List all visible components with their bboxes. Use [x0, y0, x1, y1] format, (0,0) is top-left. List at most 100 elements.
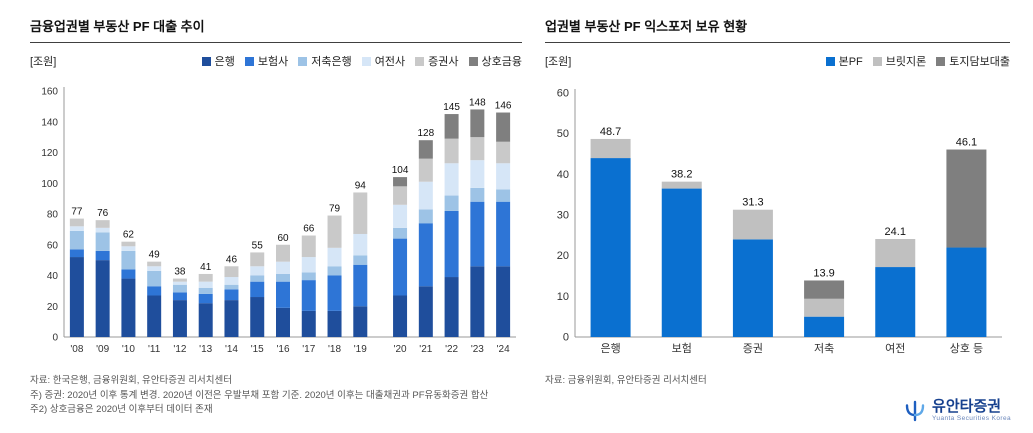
svg-text:'24: '24	[497, 344, 510, 355]
svg-text:62: 62	[123, 230, 135, 241]
legend-label: 브릿지론	[885, 56, 927, 68]
svg-text:증권: 증권	[743, 342, 763, 355]
yuanta-logo-subtext: Yuanta Securities Korea	[932, 415, 1011, 423]
right-chart-header: [조원] 본PF 브릿지론 토지담보대출	[545, 51, 1010, 71]
legend-swatch	[415, 56, 425, 66]
right-chart-legend: 본PF 브릿지론 토지담보대출	[825, 53, 1010, 69]
svg-text:은행: 은행	[600, 342, 620, 355]
svg-text:66: 66	[303, 224, 315, 235]
right-unit-label: [조원]	[545, 56, 572, 68]
legend-item: 은행	[201, 53, 235, 69]
svg-text:0: 0	[52, 333, 58, 344]
svg-text:'12: '12	[173, 344, 186, 355]
title-divider	[545, 42, 1010, 43]
svg-text:50: 50	[557, 128, 569, 140]
source-note: 자료: 금융위원회, 유안타증권 리서치센터	[545, 375, 707, 386]
svg-text:'16: '16	[276, 344, 289, 355]
svg-text:100: 100	[41, 179, 58, 190]
legend-item: 보험사	[244, 53, 289, 69]
legend-label: 토지담보대출	[949, 56, 1010, 68]
svg-text:160: 160	[41, 87, 58, 98]
svg-text:55: 55	[252, 240, 264, 251]
svg-text:24.1: 24.1	[885, 226, 906, 238]
legend-swatch	[872, 56, 882, 66]
svg-text:여전: 여전	[885, 342, 905, 355]
svg-text:'22: '22	[445, 344, 458, 355]
svg-text:60: 60	[277, 233, 289, 244]
legend-swatch	[468, 56, 478, 66]
svg-text:30: 30	[557, 210, 569, 222]
footnote-1: 주) 증권: 2020년 이후 통계 변경. 2020년 이전은 우발부채 포함…	[30, 389, 489, 401]
legend-label: 여전사	[374, 56, 406, 68]
legend-label: 상호금융	[481, 56, 522, 68]
left-footnotes: 자료: 한국은행, 금융위원회, 유안타증권 리서치센터 주) 증권: 2020…	[30, 374, 522, 418]
legend-item: 저축은행	[298, 53, 352, 69]
svg-text:76: 76	[97, 208, 109, 219]
svg-text:'21: '21	[419, 344, 432, 355]
svg-text:'20: '20	[394, 344, 407, 355]
svg-text:46: 46	[226, 254, 238, 265]
svg-text:상호 등: 상호 등	[950, 342, 983, 355]
svg-text:38: 38	[174, 267, 186, 278]
legend-item: 여전사	[361, 53, 406, 69]
svg-text:'14: '14	[225, 344, 238, 355]
svg-text:94: 94	[355, 180, 367, 191]
svg-text:140: 140	[41, 117, 58, 128]
legend-swatch	[361, 56, 371, 66]
svg-text:146: 146	[495, 101, 512, 112]
yuanta-logo-icon	[905, 400, 925, 422]
svg-text:46.1: 46.1	[956, 137, 977, 149]
legend-swatch	[244, 56, 254, 66]
svg-text:60: 60	[47, 240, 59, 251]
legend-item: 토지담보대출	[936, 53, 1010, 69]
legend-item: 본PF	[825, 53, 863, 69]
svg-text:'23: '23	[471, 344, 484, 355]
legend-label: 저축은행	[311, 56, 352, 68]
svg-text:120: 120	[41, 148, 58, 159]
svg-text:60: 60	[557, 88, 569, 100]
right-footnotes: 자료: 금융위원회, 유안타증권 리서치센터	[545, 374, 1010, 389]
svg-text:31.3: 31.3	[742, 197, 763, 209]
pf-exposure-panel: 업권별 부동산 PF 익스포저 보유 현황 [조원] 본PF 브릿지론 토지담보대출…	[545, 16, 1010, 389]
pf-exposure-chart: 0 10 20 30 40 50 60 48.7 은행 38.2 보험 31.3 증권 13.9 저축 24.…	[557, 88, 1002, 355]
svg-text:145: 145	[443, 102, 460, 113]
left-chart-title: 금융업권별 부동산 PF 대출 추이	[30, 19, 205, 34]
pf-loan-trend-chart: 0 20 40 60 80 100 120 140 160 77 '08 76 '09 62 '10 49 '1…	[41, 87, 516, 355]
svg-text:128: 128	[417, 128, 434, 139]
legend-item: 브릿지론	[872, 53, 927, 69]
svg-text:'18: '18	[328, 344, 341, 355]
svg-text:41: 41	[200, 262, 212, 273]
svg-text:보험: 보험	[672, 342, 692, 355]
svg-text:10: 10	[557, 291, 569, 303]
svg-text:80: 80	[47, 210, 59, 221]
legend-label: 은행	[214, 56, 235, 68]
yuanta-logo: 유안타증권 Yuanta Securities Korea	[903, 399, 1011, 423]
legend-swatch	[298, 56, 308, 66]
right-chart-title: 업권별 부동산 PF 익스포저 보유 현황	[545, 19, 748, 34]
svg-text:49: 49	[149, 250, 161, 261]
svg-text:'09: '09	[96, 344, 109, 355]
legend-item: 상호금융	[468, 53, 522, 69]
svg-text:77: 77	[71, 207, 83, 218]
svg-text:'11: '11	[148, 344, 161, 355]
svg-text:'13: '13	[199, 344, 212, 355]
svg-text:148: 148	[469, 97, 486, 108]
source-note: 자료: 한국은행, 금융위원회, 유안타증권 리서치센터	[30, 375, 233, 386]
left-chart-legend: 은행 보험사 저축은행 여전사 증권사 상호금융	[201, 53, 522, 69]
svg-text:20: 20	[47, 302, 59, 313]
legend-label: 보험사	[257, 56, 289, 68]
svg-text:104: 104	[392, 165, 409, 176]
svg-text:'08: '08	[70, 344, 83, 355]
left-unit-label: [조원]	[30, 56, 57, 68]
legend-label: 본PF	[838, 56, 863, 68]
svg-text:40: 40	[557, 169, 569, 181]
svg-text:48.7: 48.7	[600, 126, 621, 138]
left-chart-header: [조원] 은행 보험사 저축은행 여전사 증권사 상호금융	[30, 51, 522, 71]
legend-label: 증권사	[428, 56, 459, 68]
footnote-2: 주2) 상호금융은 2020년 이후부터 데이터 존재	[30, 404, 213, 416]
svg-text:79: 79	[329, 204, 341, 215]
yuanta-logo-text-block: 유안타증권 Yuanta Securities Korea	[932, 399, 1011, 423]
svg-text:'15: '15	[251, 344, 264, 355]
svg-text:40: 40	[47, 271, 59, 282]
svg-text:'10: '10	[122, 344, 135, 355]
